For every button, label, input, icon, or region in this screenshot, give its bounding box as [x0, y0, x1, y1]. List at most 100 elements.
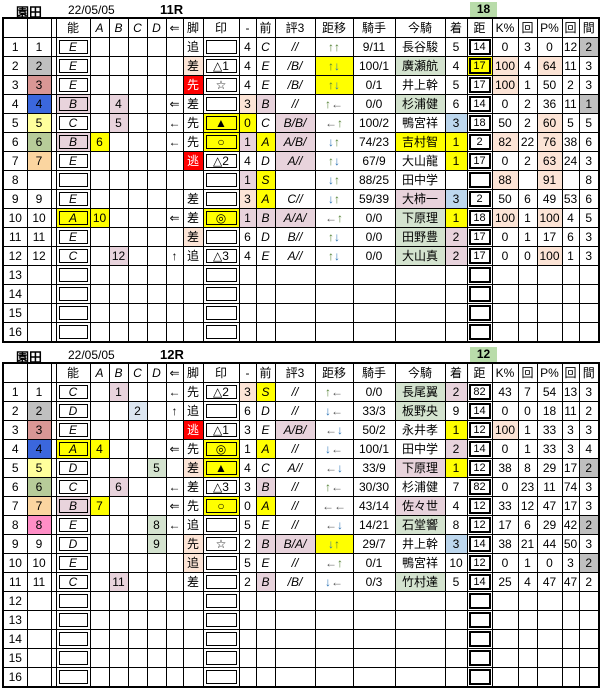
cell[interactable] — [561, 322, 580, 343]
cell[interactable]: 6 — [444, 94, 468, 114]
cell[interactable]: ↑ — [165, 401, 184, 421]
cell[interactable] — [127, 458, 148, 478]
cell[interactable]: 100 — [491, 420, 519, 440]
cell[interactable]: 1 — [444, 420, 468, 440]
cell[interactable] — [202, 227, 240, 247]
cell[interactable]: △3 — [202, 477, 240, 497]
cell[interactable]: 0/1 — [352, 75, 396, 95]
cell[interactable]: 17 — [466, 246, 493, 266]
cell[interactable]: 5 — [238, 515, 257, 535]
cell[interactable]: A/B/ — [274, 420, 316, 440]
row-number-cell[interactable]: 7 — [2, 151, 28, 171]
cell[interactable]: 2 — [444, 382, 468, 402]
row-number-cell[interactable]: 6 — [2, 132, 28, 152]
horse-number-cell[interactable]: 3 — [26, 420, 52, 440]
cell[interactable]: 11 — [561, 401, 580, 421]
cell[interactable] — [127, 113, 148, 133]
cell[interactable] — [352, 629, 396, 649]
cell[interactable]: 1 — [108, 382, 129, 402]
cell[interactable]: 2 — [578, 515, 600, 535]
cell[interactable] — [352, 303, 396, 323]
cell[interactable]: 9 — [444, 401, 468, 421]
cell[interactable] — [578, 322, 600, 343]
cell[interactable]: ↓↑ — [314, 132, 354, 152]
cell[interactable]: 差 — [182, 477, 204, 497]
cell[interactable]: D — [255, 227, 276, 247]
cell[interactable] — [202, 572, 240, 592]
cell[interactable] — [165, 648, 184, 668]
cell[interactable]: 3 — [238, 189, 257, 209]
cell[interactable]: ○ — [202, 496, 240, 516]
cell[interactable] — [238, 322, 257, 343]
cell[interactable] — [89, 113, 110, 133]
cell[interactable]: 0 — [491, 246, 519, 266]
cell[interactable]: 18 — [466, 208, 493, 228]
cell[interactable]: // — [274, 382, 316, 402]
cell[interactable]: B — [255, 94, 276, 114]
cell[interactable]: 1 — [238, 132, 257, 152]
cell[interactable]: /B/ — [274, 75, 316, 95]
cell[interactable]: E — [55, 553, 91, 573]
cell[interactable]: 11 — [108, 572, 129, 592]
cell[interactable] — [108, 265, 129, 285]
cell[interactable] — [146, 553, 167, 573]
cell[interactable]: 12 — [108, 246, 129, 266]
cell[interactable] — [89, 648, 110, 668]
cell[interactable] — [536, 303, 563, 323]
cell[interactable] — [89, 265, 110, 285]
cell[interactable] — [89, 629, 110, 649]
cell[interactable]: 24 — [561, 151, 580, 171]
cell[interactable]: 17 — [491, 515, 519, 535]
cell[interactable] — [55, 284, 91, 304]
row-number-cell[interactable]: 13 — [2, 265, 28, 285]
cell[interactable] — [146, 37, 167, 57]
cell[interactable]: 43 — [491, 382, 519, 402]
cell[interactable] — [146, 246, 167, 266]
cell[interactable] — [108, 667, 129, 688]
horse-number-cell[interactable]: 7 — [26, 151, 52, 171]
cell[interactable] — [517, 591, 538, 611]
cell[interactable]: 4 — [238, 56, 257, 76]
cell[interactable]: 11 — [561, 94, 580, 114]
cell[interactable] — [127, 667, 148, 688]
cell[interactable] — [182, 629, 204, 649]
cell[interactable] — [202, 284, 240, 304]
cell[interactable]: 2 — [466, 132, 493, 152]
cell[interactable] — [108, 534, 129, 554]
cell[interactable]: 井上幹 — [394, 75, 446, 95]
cell[interactable] — [238, 610, 257, 630]
cell[interactable] — [274, 648, 316, 668]
cell[interactable]: 88 — [491, 170, 519, 190]
cell[interactable]: 29 — [536, 458, 563, 478]
cell[interactable] — [89, 303, 110, 323]
cell[interactable] — [578, 303, 600, 323]
cell[interactable]: 鴨宮祥 — [394, 553, 446, 573]
horse-number-cell[interactable] — [26, 591, 52, 611]
cell[interactable]: 差 — [182, 208, 204, 228]
cell[interactable]: 先 — [182, 132, 204, 152]
cell[interactable] — [127, 439, 148, 459]
cell[interactable]: 82 — [466, 477, 493, 497]
cell[interactable] — [182, 265, 204, 285]
cell[interactable]: ☆ — [202, 534, 240, 554]
cell[interactable]: 差 — [182, 94, 204, 114]
cell[interactable]: 14 — [466, 439, 493, 459]
cell[interactable]: 14 — [466, 94, 493, 114]
cell[interactable]: E — [55, 227, 91, 247]
cell[interactable]: E — [255, 515, 276, 535]
cell[interactable]: 差 — [182, 189, 204, 209]
cell[interactable] — [466, 322, 493, 343]
cell[interactable]: 追 — [182, 553, 204, 573]
cell[interactable] — [108, 227, 129, 247]
cell[interactable] — [165, 667, 184, 688]
cell[interactable] — [491, 610, 519, 630]
cell[interactable]: 3 — [238, 94, 257, 114]
cell[interactable]: ↑↑ — [314, 37, 354, 57]
cell[interactable]: 47 — [536, 572, 563, 592]
cell[interactable]: ← — [165, 132, 184, 152]
cell[interactable] — [202, 303, 240, 323]
cell[interactable]: 2 — [238, 534, 257, 554]
cell[interactable] — [202, 322, 240, 343]
cell[interactable] — [165, 227, 184, 247]
cell[interactable] — [202, 648, 240, 668]
